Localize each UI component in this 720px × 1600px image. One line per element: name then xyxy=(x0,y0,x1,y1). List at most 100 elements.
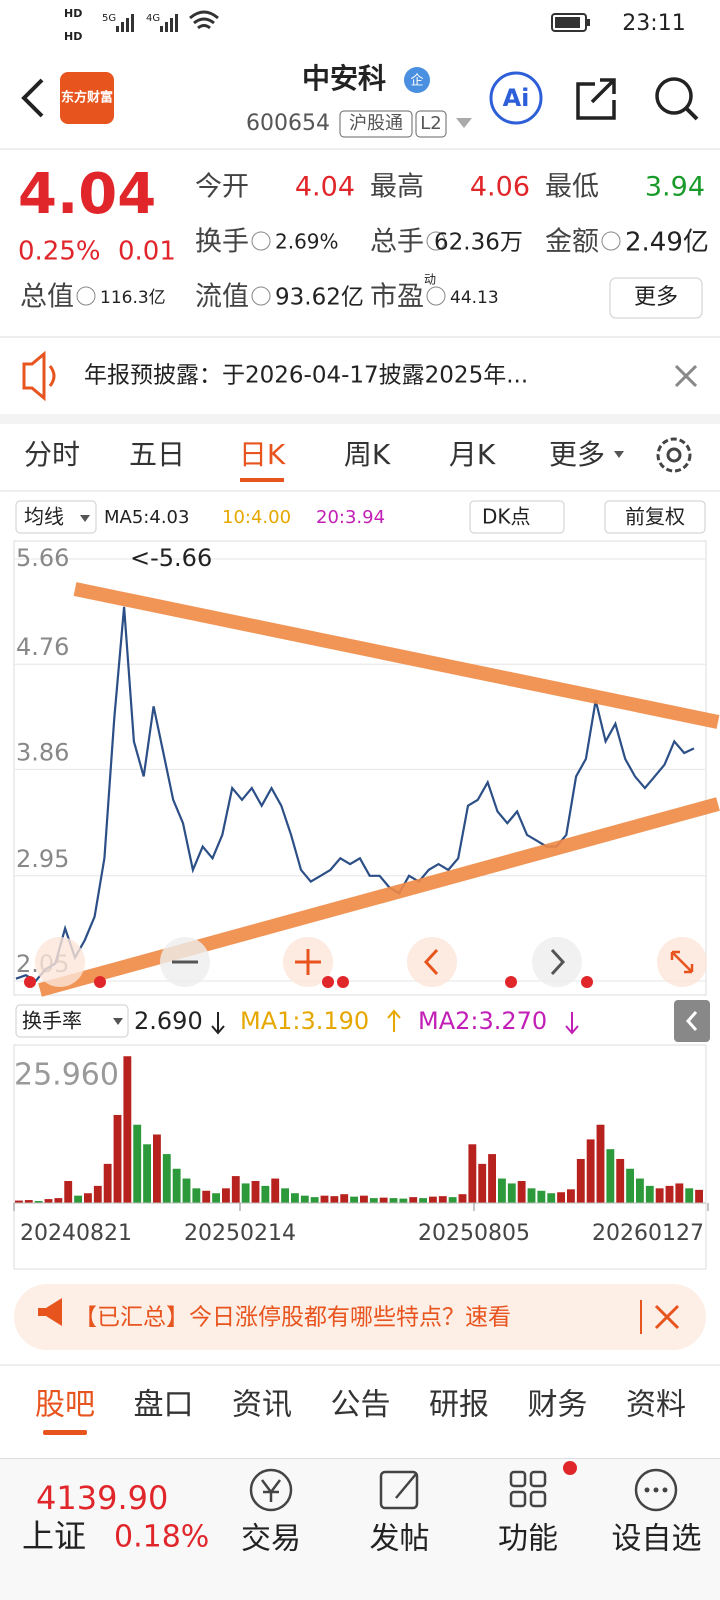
vol-bar xyxy=(586,1139,595,1203)
tag xyxy=(339,110,413,138)
close-notice[interactable] xyxy=(674,364,698,388)
section-tab[interactable]: 盘口 xyxy=(134,1388,194,1423)
field-value: 3.94 xyxy=(645,172,705,203)
vol-bar xyxy=(448,1197,457,1203)
vol-bar xyxy=(15,1200,23,1203)
vol-bar xyxy=(685,1188,694,1203)
vol-bar xyxy=(665,1185,674,1203)
nav-button[interactable]: 功能 xyxy=(498,1522,558,1557)
nav-button[interactable]: 交易 xyxy=(241,1522,301,1557)
section-tab[interactable]: 资料 xyxy=(626,1388,686,1423)
vol-bar xyxy=(74,1195,82,1203)
vol-bar xyxy=(360,1195,368,1203)
vol-bar xyxy=(123,1056,132,1203)
vol-bar xyxy=(458,1194,467,1203)
y-tick-label: 2.95 xyxy=(16,845,69,873)
section-tab[interactable]: 股吧 xyxy=(35,1388,95,1423)
tab[interactable]: 月K xyxy=(449,438,496,471)
back-button[interactable] xyxy=(21,78,44,118)
chevron xyxy=(685,1011,698,1031)
tab[interactable]: 分时 xyxy=(24,438,80,471)
hd: HD xyxy=(64,30,82,43)
logo-text: 东方财富 xyxy=(61,90,113,106)
field-value: 4.06 xyxy=(470,172,530,203)
price-chart-frame xyxy=(13,540,707,996)
dropdown xyxy=(80,515,90,522)
change: 0.01 xyxy=(118,237,176,267)
field-label: 最低 xyxy=(545,172,599,203)
nav-button[interactable]: 发帖 xyxy=(370,1522,430,1557)
banner[interactable] xyxy=(14,1284,706,1350)
vol-bar xyxy=(507,1183,516,1203)
section-tab[interactable]: 研报 xyxy=(429,1388,489,1423)
vol-bar xyxy=(64,1180,73,1203)
dropdown[interactable] xyxy=(456,118,472,128)
vol-bar xyxy=(113,1114,122,1203)
divider xyxy=(0,490,720,492)
red-dot xyxy=(563,1461,577,1475)
notice[interactable]: 年报预披露：于2026-04-17披露2025年... xyxy=(84,363,528,389)
vol-bar xyxy=(54,1198,63,1203)
vol-bar xyxy=(409,1197,418,1203)
vol-bar xyxy=(300,1195,309,1203)
dk-button[interactable] xyxy=(469,500,565,534)
nav-button[interactable]: 设自选 xyxy=(612,1522,702,1557)
vol-bar xyxy=(222,1188,230,1203)
x-tick-label: 20260127 xyxy=(592,1221,704,1246)
y-tick-label: 25.960 xyxy=(14,1058,119,1093)
field-label: 今开 xyxy=(195,172,249,203)
price-line xyxy=(15,606,695,983)
ai-button[interactable] xyxy=(489,71,543,125)
settings-icon[interactable] xyxy=(656,437,692,473)
vol-bar xyxy=(241,1183,250,1203)
section-tab[interactable]: 资讯 xyxy=(232,1388,292,1423)
x-tick-label: 20250805 xyxy=(418,1221,530,1246)
vol-bar xyxy=(212,1193,220,1203)
bottom-bar xyxy=(0,1458,720,1600)
net: 5G xyxy=(102,13,116,24)
vol-bar xyxy=(133,1124,142,1203)
arrow-down xyxy=(565,1012,579,1035)
vol-bar xyxy=(498,1178,506,1203)
vol-bar xyxy=(310,1197,319,1203)
section-tab[interactable]: 财务 xyxy=(528,1388,588,1423)
section-underline xyxy=(43,1430,87,1435)
field-label: 最高 xyxy=(370,172,424,203)
field-label: 金额 xyxy=(545,227,599,258)
adjust-button[interactable] xyxy=(604,500,706,534)
vol-bar xyxy=(655,1188,664,1203)
share-button[interactable] xyxy=(576,78,616,120)
vol-bar xyxy=(320,1195,329,1203)
chart-controls[interactable] xyxy=(24,937,707,988)
tab[interactable]: 更多 xyxy=(549,438,605,471)
ma5: MA5:4.03 xyxy=(104,507,189,528)
vol-bar xyxy=(675,1183,684,1203)
ma20: 20:3.94 xyxy=(316,507,385,528)
badge xyxy=(404,67,430,93)
index-value[interactable]: 4139.90 xyxy=(36,1479,168,1517)
trend-line xyxy=(73,582,720,729)
ma-button[interactable] xyxy=(15,500,97,534)
tab[interactable]: 周K xyxy=(344,438,391,471)
vol-button[interactable] xyxy=(15,1004,129,1038)
tag-text: L2 xyxy=(420,113,441,134)
more-button[interactable] xyxy=(609,277,703,319)
badge-text: 企 xyxy=(410,73,423,89)
vol-bar xyxy=(379,1197,388,1203)
megaphone xyxy=(38,1298,62,1326)
stock-name: 中安科 xyxy=(302,62,386,95)
close-banner[interactable] xyxy=(654,1304,680,1330)
tab[interactable]: 日K xyxy=(239,438,286,471)
dropdown xyxy=(614,451,624,458)
info-icon xyxy=(251,231,271,251)
section-tab[interactable]: 公告 xyxy=(331,1388,391,1423)
vol-bar xyxy=(557,1192,565,1203)
tab-underline xyxy=(240,478,284,482)
search-button[interactable] xyxy=(655,77,699,121)
tab[interactable]: 五日 xyxy=(129,438,185,471)
vol-current: 2.690 xyxy=(134,1007,203,1035)
collapse-button[interactable] xyxy=(674,1000,710,1042)
price: 4.04 xyxy=(18,162,156,227)
vol-bar xyxy=(488,1154,496,1203)
field-value: 116.3亿 xyxy=(100,288,166,308)
